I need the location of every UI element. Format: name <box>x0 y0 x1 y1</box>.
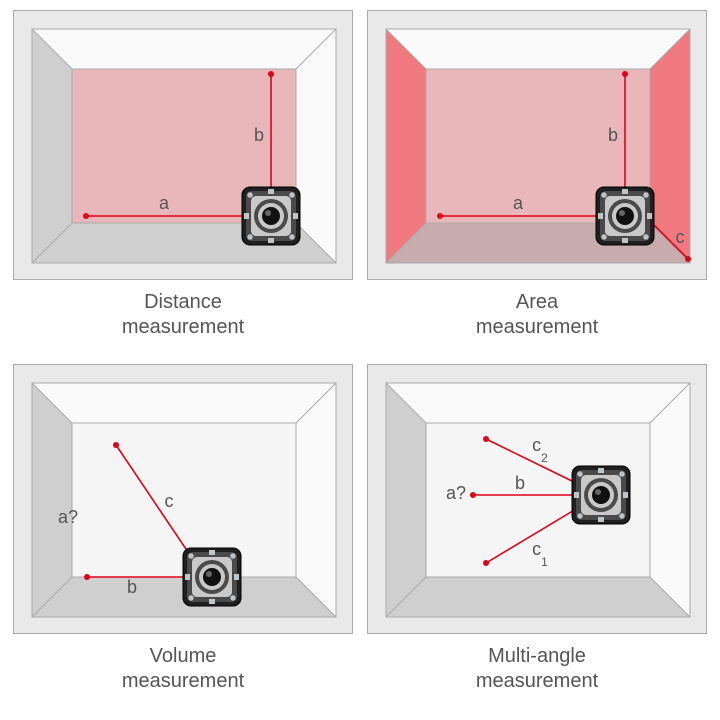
caption-multi: Multi-angle measurement <box>476 644 598 694</box>
caption-distance: Distance measurement <box>122 290 244 340</box>
svg-text:b: b <box>254 125 264 145</box>
panel-multi: bc2c1a? <box>367 364 707 634</box>
cell-distance: ab Distance measurement <box>10 10 356 356</box>
diagram-volume: b c a? <box>14 365 353 634</box>
caption-volume-line1: Volume <box>150 645 217 667</box>
caption-area: Area measurement <box>476 290 598 340</box>
caption-distance-line1: Distance <box>144 291 222 313</box>
svg-text:b: b <box>127 577 137 597</box>
panel-area: a b c <box>367 10 707 280</box>
cell-volume: b c a? Volume measurement <box>10 364 356 710</box>
svg-text:a?: a? <box>58 507 78 527</box>
svg-text:c: c <box>165 491 174 511</box>
svg-text:a?: a? <box>446 483 466 503</box>
svg-text:a: a <box>513 193 524 213</box>
caption-distance-line2: measurement <box>122 316 244 338</box>
caption-area-line1: Area <box>516 291 558 313</box>
panel-distance: ab <box>13 10 353 280</box>
caption-area-line2: measurement <box>476 316 598 338</box>
svg-text:b: b <box>515 473 525 493</box>
svg-text:a: a <box>159 193 170 213</box>
diagram-multi: bc2c1a? <box>368 365 707 634</box>
caption-multi-line2: measurement <box>476 670 598 692</box>
diagram-distance: ab <box>14 11 353 280</box>
svg-text:b: b <box>608 125 618 145</box>
caption-multi-line1: Multi-angle <box>488 645 586 667</box>
caption-volume: Volume measurement <box>122 644 244 694</box>
svg-text:c: c <box>676 227 685 247</box>
cell-multi: bc2c1a? Multi-angle measurement <box>364 364 710 710</box>
cell-area: a b c Area measurement <box>364 10 710 356</box>
caption-volume-line2: measurement <box>122 670 244 692</box>
panel-volume: b c a? <box>13 364 353 634</box>
diagram-area: a b c <box>368 11 707 280</box>
